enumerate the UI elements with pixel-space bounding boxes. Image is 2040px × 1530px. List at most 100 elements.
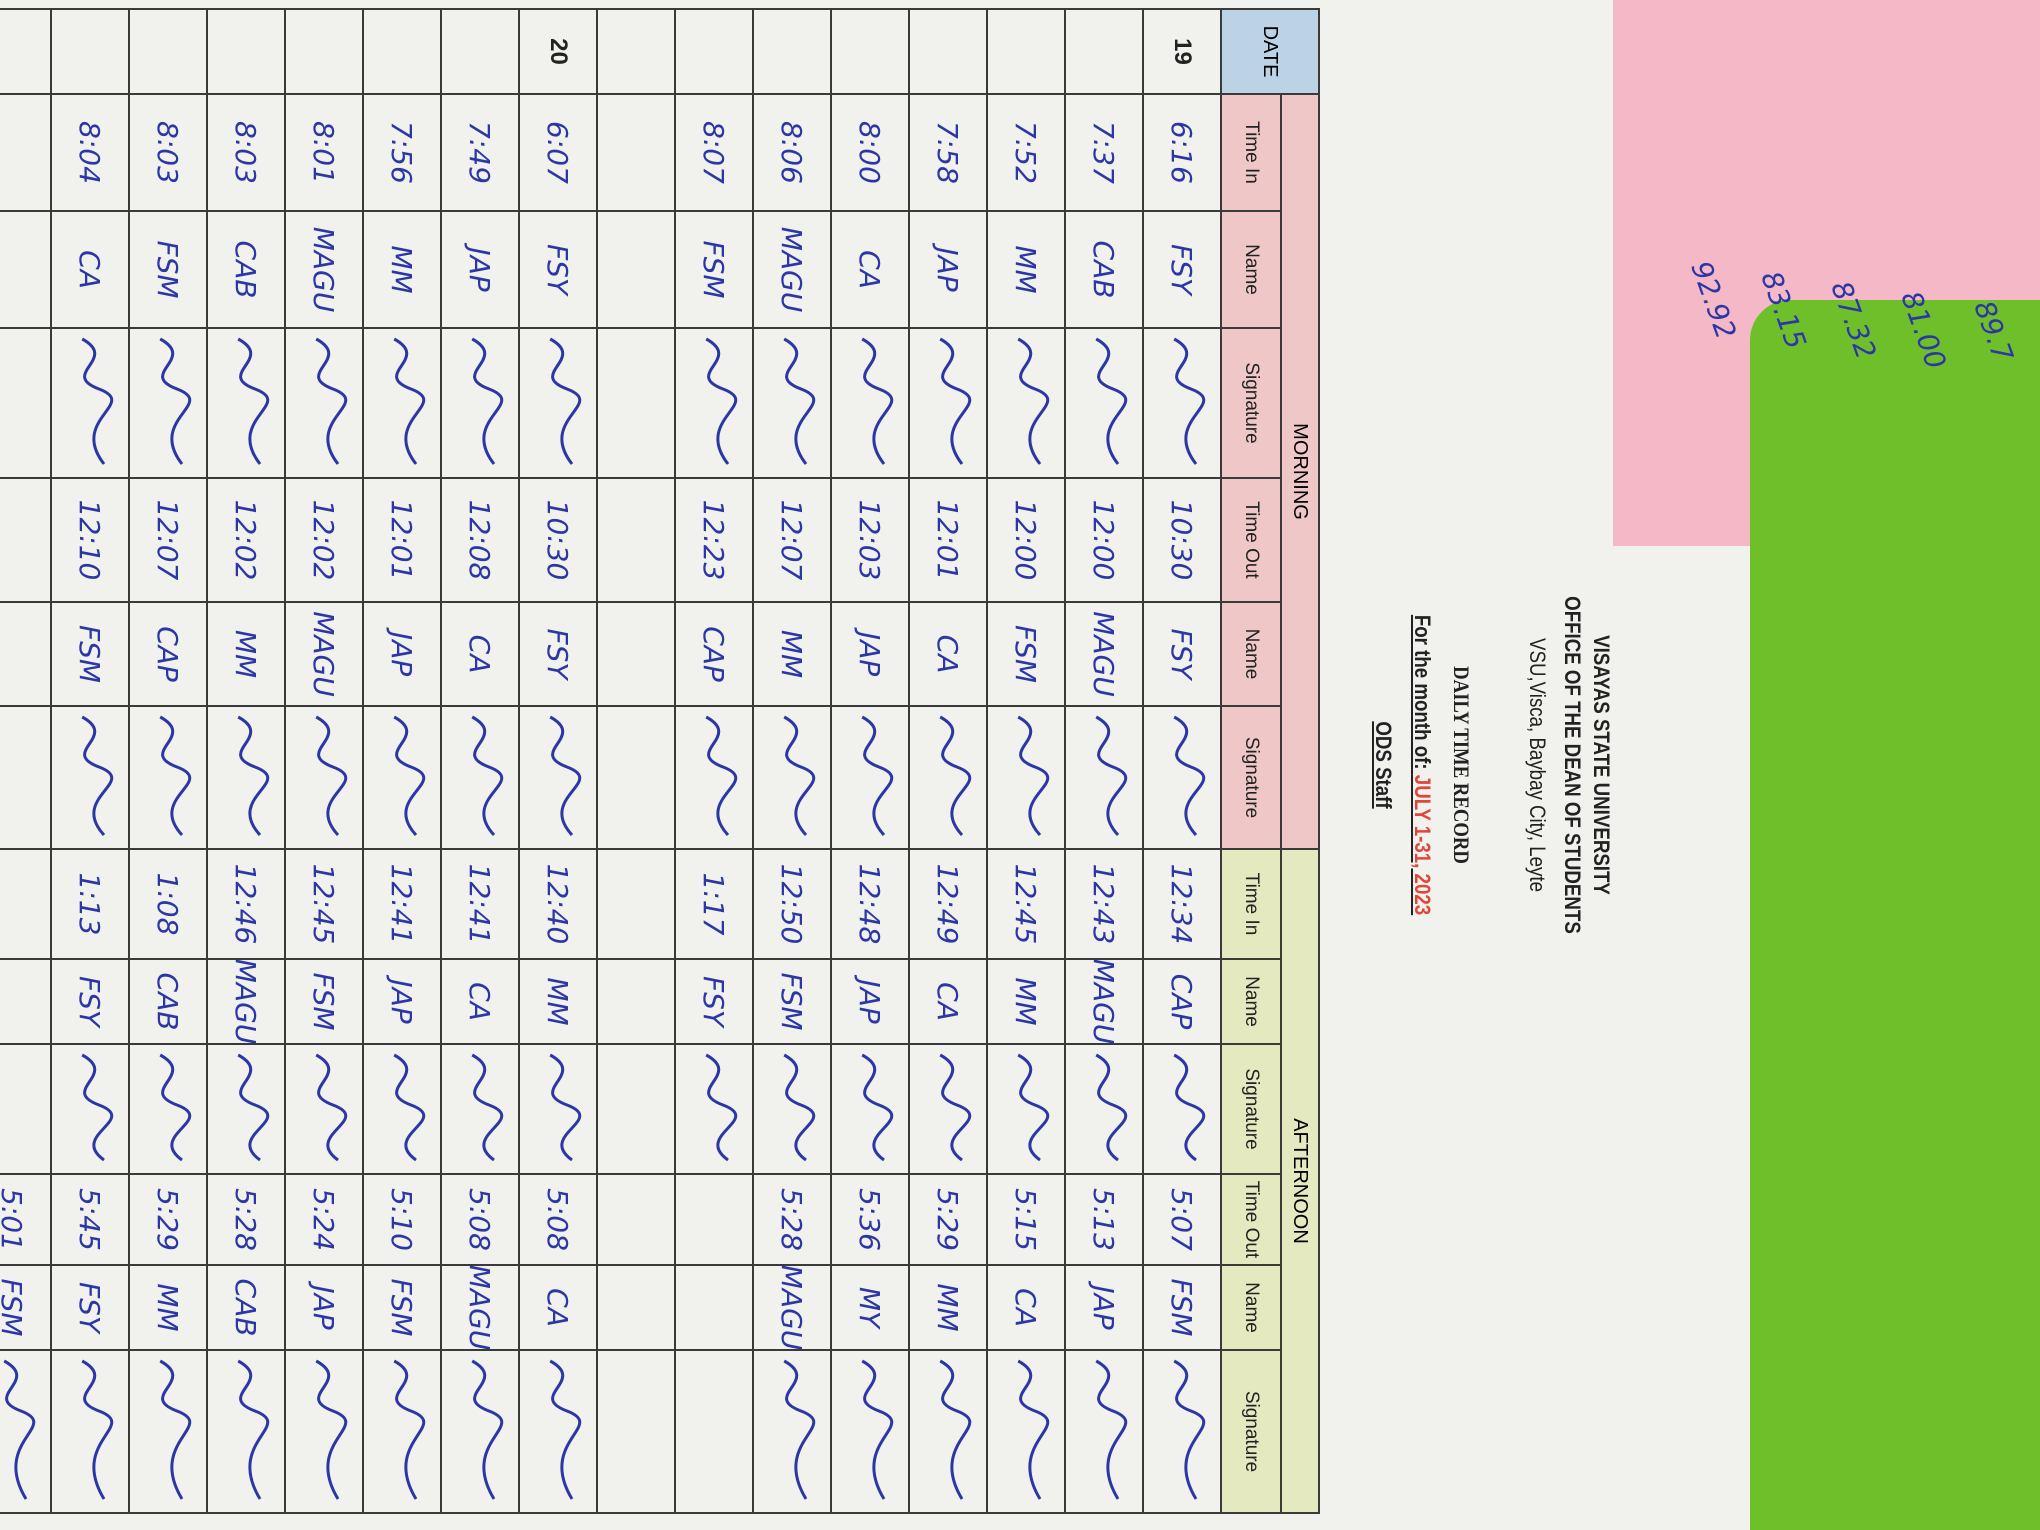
handwritten-entry: CA [931,634,965,674]
signature-scribble [159,715,192,837]
entry-cell: MM [520,958,598,1043]
handwritten-entry: 5:28 [775,1188,809,1251]
handwritten-entry: CA [1009,1288,1043,1327]
entry-cell: 12:40 [520,848,598,958]
handwritten-entry: 12:01 [385,499,419,581]
group-header: AFTERNOON [1282,848,1320,1512]
entry-cell: 12:07 [130,477,208,601]
column-header: Name [1222,1264,1282,1349]
handwritten-entry: CAB [229,240,263,299]
handwritten-entry: 5:45 [73,1188,107,1251]
signature-cell [52,705,130,848]
entry-cell: MM [988,958,1066,1043]
note-text: 83.15 [1754,266,1813,354]
signature-scribble [1095,1053,1128,1162]
entry-cell: FSY [520,601,598,705]
signature-scribble [1017,1053,1050,1162]
entry-cell: 12:49 [910,848,988,958]
handwritten-entry: 8:01 [307,121,341,184]
signature-scribble [1173,1359,1206,1500]
signature-scribble [939,715,972,837]
signature-cell [598,1043,676,1173]
entry-cell [0,93,52,210]
signature-cell [286,1043,364,1173]
entry-cell: MAGU [754,1264,832,1349]
entry-cell: CA [832,210,910,327]
signature-scribble [471,337,504,465]
entry-cell: 8:01 [286,93,364,210]
signature-scribble [783,1359,816,1500]
handwritten-entry: 12:50 [775,863,809,945]
entry-cell: CAB [208,210,286,327]
entry-cell [598,210,676,327]
office: OFFICE OF THE DEAN OF STUDENTS [1560,596,1585,934]
signature-cell [676,705,754,848]
entry-cell: 5:24 [286,1173,364,1264]
signature-scribble [939,1359,972,1500]
signature-scribble [237,1359,270,1500]
signature-cell [988,705,1066,848]
entry-cell: FSY [1144,601,1222,705]
handwritten-entry: 10:30 [541,499,575,581]
handwritten-entry: JAP [385,631,419,677]
entry-cell: 1:17 [676,848,754,958]
handwritten-entry: MM [931,1283,965,1332]
signature-cell [130,705,208,848]
signature-scribble [471,1053,504,1162]
handwritten-entry: FSM [775,972,809,1031]
signature-cell [676,1043,754,1173]
signature-scribble [471,715,504,837]
note-text: 92.92 [1684,256,1743,344]
signature-cell [910,1043,988,1173]
signature-scribble [393,337,426,465]
signature-cell [988,1349,1066,1512]
handwritten-entry: FSM [73,624,107,684]
signature-cell [676,1349,754,1512]
signature-cell [0,1349,52,1512]
entry-cell: FSM [1144,1264,1222,1349]
signature-scribble [471,1359,504,1500]
signature-cell [1144,1349,1222,1512]
signature-cell [988,327,1066,477]
signature-scribble [549,1053,582,1162]
entry-cell: 8:07 [676,93,754,210]
handwritten-entry: 12:08 [463,499,497,581]
handwritten-entry: CAB [151,972,185,1031]
entry-cell: 5:29 [910,1173,988,1264]
signature-cell [364,1043,442,1173]
handwritten-entry: 1:08 [151,872,185,936]
date-cell: 20 [520,8,598,93]
handwritten-entry: 8:07 [697,121,731,184]
handwritten-entry: FSY [541,628,575,680]
handwritten-entry: CAP [1165,973,1199,1030]
date-cell [364,8,442,93]
handwritten-entry: CA [931,982,965,1021]
handwritten-entry: 5:07 [1165,1188,1199,1251]
handwritten-entry: 12:48 [853,863,887,945]
entry-cell: CA [442,958,520,1043]
signature-cell [832,1349,910,1512]
signature-cell [598,705,676,848]
handwritten-entry: CAB [229,1278,263,1337]
entry-cell: MAGU [442,1264,520,1349]
signature-scribble [1017,337,1050,465]
handwritten-entry: 7:58 [931,121,965,184]
handwritten-entry: 12:23 [697,499,731,581]
entry-cell: MY [832,1264,910,1349]
entry-cell: MM [910,1264,988,1349]
handwritten-entry: 12:01 [931,499,965,581]
handwritten-entry: JAP [463,247,497,292]
entry-cell: 12:00 [1066,477,1144,601]
entry-cell [598,601,676,705]
entry-cell: FSM [0,1264,52,1349]
entry-cell: FSM [130,210,208,327]
handwritten-entry: 8:03 [229,121,263,184]
signature-cell [598,327,676,477]
entry-cell [0,848,52,958]
entry-cell: CA [520,1264,598,1349]
entry-cell: 10:30 [1144,477,1222,601]
handwritten-entry: 5:24 [307,1188,341,1251]
group-header: MORNING [1282,93,1320,848]
entry-cell: FSY [52,958,130,1043]
entry-cell: 6:16 [1144,93,1222,210]
